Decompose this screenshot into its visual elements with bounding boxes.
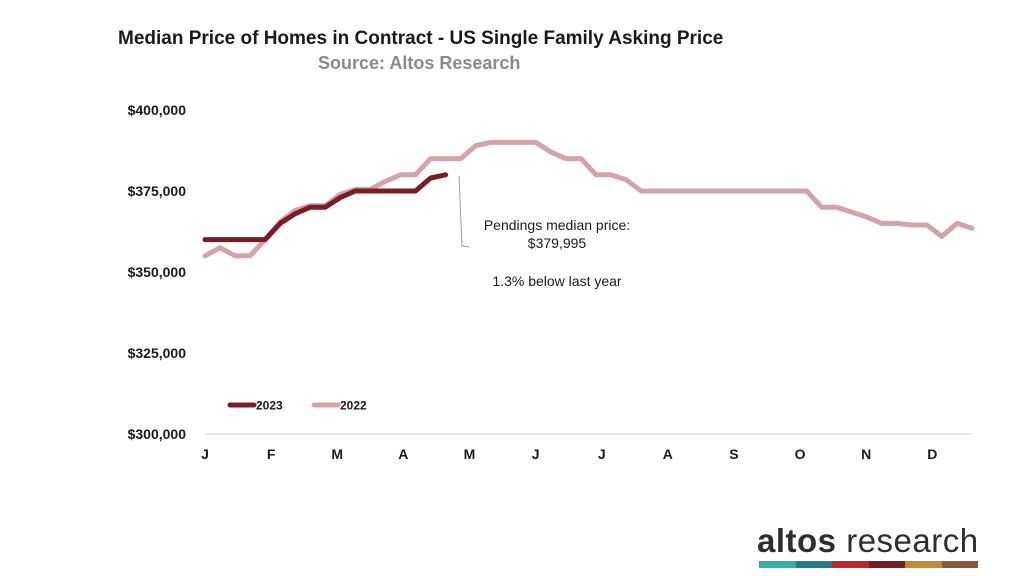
legend-label-2022: 2022 <box>340 399 367 413</box>
annotation-line-3: 1.3% below last year <box>492 273 622 289</box>
legend-label-2023: 2023 <box>256 399 283 413</box>
chart-title: Median Price of Homes in Contract - US S… <box>118 28 724 49</box>
x-tick-label: J <box>598 446 606 462</box>
logo-bar-segment <box>941 561 978 568</box>
logo-word-altos: altos <box>757 522 837 559</box>
series-line-2023 <box>202 172 449 243</box>
series-line-2022 <box>202 139 975 259</box>
x-tick-label: J <box>532 446 540 462</box>
x-tick-label: O <box>795 446 806 462</box>
chart-subtitle: Source: Altos Research <box>318 53 521 73</box>
x-tick-label: D <box>927 446 937 462</box>
x-tick-label: M <box>464 446 476 462</box>
annotation-line-1: Pendings median price: <box>484 217 630 233</box>
logo-bar-segment <box>832 561 869 568</box>
x-tick-label: S <box>729 446 738 462</box>
x-tick-label: J <box>201 446 209 462</box>
annotation-leader-line <box>458 175 470 248</box>
y-tick-label: $350,000 <box>128 264 187 280</box>
logo-bar-segment <box>868 561 905 568</box>
logo-color-bar <box>759 561 978 568</box>
x-tick-label: A <box>398 446 408 462</box>
logo-bar-segment <box>759 561 796 568</box>
x-tick-label: N <box>861 446 871 462</box>
y-tick-label: $300,000 <box>128 426 187 442</box>
x-tick-label: F <box>267 446 276 462</box>
x-tick-label: A <box>663 446 673 462</box>
x-tick-label: M <box>331 446 343 462</box>
logo-bar-segment <box>795 561 832 568</box>
logo-bar-segment <box>905 561 942 568</box>
y-tick-label: $400,000 <box>128 102 187 118</box>
y-tick-label: $375,000 <box>128 183 187 199</box>
y-tick-label: $325,000 <box>128 345 187 361</box>
altos-research-logo: altos research <box>757 522 979 560</box>
annotation-line-2: $379,995 <box>528 235 587 251</box>
logo-word-research: research <box>836 522 979 559</box>
